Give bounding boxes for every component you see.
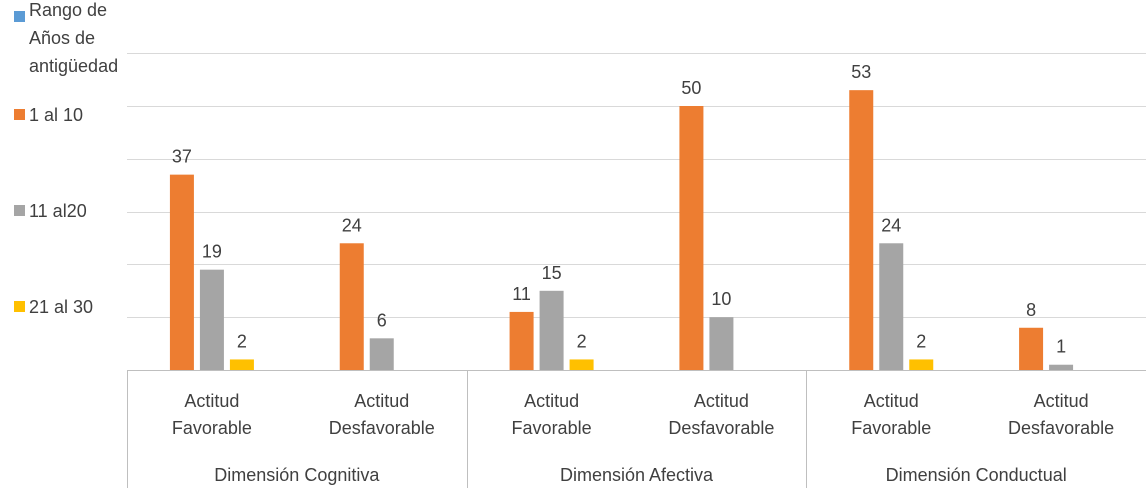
data-label: 2 [237,331,247,351]
category-label: Actitud Desfavorable [329,391,435,438]
data-label: 2 [577,331,587,351]
category-label-line: Actitud [354,391,409,411]
legend-label-1-al-10: 1 al 10 [29,105,84,125]
bar [709,317,734,370]
bar [509,311,534,370]
data-label: 37 [172,147,192,167]
gridlines [127,53,1146,318]
bar [369,338,394,370]
group-label: Dimensión Afectiva [560,465,714,485]
bar [1049,364,1074,370]
bar [909,359,934,370]
legend-item-1-al-10: 1 al 10 [14,102,83,128]
category-label: Actitud Desfavorable [1008,391,1114,438]
category-label: Actitud Favorable [172,391,252,438]
legend-swatch-range [14,11,25,22]
bar [229,359,254,370]
group-label: Dimensión Conductual [886,465,1067,485]
category-label-line: Actitud [864,391,919,411]
data-label: 10 [711,289,731,309]
legend-label-21-al-30: 21 al 30 [29,297,94,317]
legend-item-21-al-30: 21 al 30 [14,294,93,320]
category-label-line: Desfavorable [329,418,435,438]
bar [849,90,874,370]
bar [169,174,194,370]
legend-label-range: Rango de Años de antigüedad [29,0,119,76]
category-label-line: Actitud [1034,391,1089,411]
bars-layer [169,90,1074,370]
legend-swatch-11-al20 [14,205,25,216]
category-label: Actitud Desfavorable [668,391,774,438]
data-label: 24 [342,215,362,235]
data-label: 50 [681,78,701,98]
data-label: 11 [512,284,531,304]
bar [539,290,564,370]
category-label-line: Actitud [694,391,749,411]
category-label-line: Favorable [172,418,252,438]
category-label-line: Favorable [512,418,592,438]
legend-item-11-al20: 11 al20 [14,198,87,224]
data-label: 19 [202,242,222,262]
group-label: Dimensión Cognitiva [214,465,380,485]
data-label: 53 [851,62,871,82]
legend-swatch-21-al-30 [14,301,25,312]
bar [199,269,224,370]
category-label: Actitud Favorable [512,391,592,438]
data-label: 2 [916,331,926,351]
bar [879,243,904,370]
bar [569,359,594,370]
bar [339,243,364,370]
data-labels-layer: 37 19 2 24 6 11 15 2 50 10 53 24 2 81 [172,62,1066,357]
category-label-line: Actitud [184,391,239,411]
bar [1019,327,1044,370]
category-label-line: Favorable [851,418,931,438]
legend-swatch-1-al-10 [14,109,25,120]
data-label: 1 [1056,337,1066,357]
data-label: 15 [542,263,562,283]
data-label: 24 [881,215,901,235]
category-label: Actitud Favorable [851,391,931,438]
bar [679,106,704,370]
data-label: 6 [377,310,387,330]
category-label-line: Desfavorable [1008,418,1114,438]
category-label-line: Desfavorable [668,418,774,438]
legend-item-range: Rango de Años de antigüedad [14,0,129,80]
category-label-line: Actitud [524,391,579,411]
data-label: 8 [1026,300,1036,320]
legend-label-11-al20: 11 al20 [29,201,87,221]
